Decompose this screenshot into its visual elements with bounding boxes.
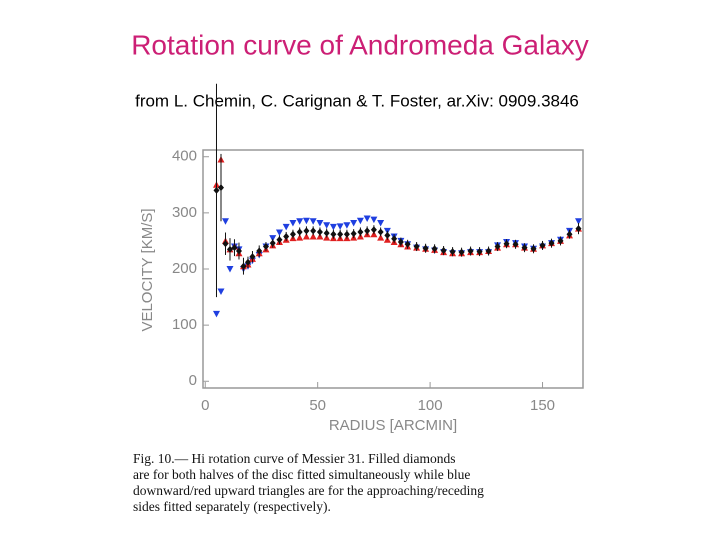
data-point: [283, 232, 290, 240]
data-point: [485, 247, 492, 255]
y-tick-label: 100: [172, 316, 197, 333]
data-point: [413, 243, 420, 251]
data-point: [431, 245, 438, 253]
data-point: [356, 217, 364, 225]
data-point: [249, 253, 256, 261]
y-tick-label: 400: [172, 148, 197, 165]
data-point: [296, 234, 304, 241]
data-point: [449, 248, 456, 256]
data-point: [323, 229, 330, 237]
data-point: [310, 227, 317, 235]
y-tick-label: 300: [172, 204, 197, 221]
figure-caption: downward/red upward triangles are for th…: [133, 483, 484, 498]
data-point: [323, 222, 331, 229]
data-point: [350, 219, 358, 227]
data-point: [343, 222, 351, 229]
data-point: [309, 232, 317, 240]
data-point: [296, 218, 304, 225]
slide-subtitle: from L. Chemin, C. Carignan & T. Foster,…: [135, 91, 579, 110]
data-point: [235, 247, 242, 255]
data-point: [217, 184, 224, 192]
data-point: [494, 243, 501, 251]
data-point: [458, 248, 465, 256]
data-point: [217, 288, 225, 295]
data-point: [467, 247, 474, 255]
y-axis-label: VELOCITY [KM/S]: [139, 208, 156, 331]
figure-caption: Fig. 10.— Hi rotation curve of Messier 3…: [133, 451, 455, 466]
data-point: [503, 240, 510, 248]
data-point: [512, 240, 519, 248]
data-point: [309, 218, 317, 225]
data-point: [231, 244, 238, 252]
data-point: [289, 219, 297, 227]
figure-caption: sides fitted separately (respectively).: [133, 499, 331, 514]
data-point: [397, 238, 404, 246]
data-point: [336, 223, 344, 230]
data-point: [226, 245, 233, 253]
data-point: [226, 266, 234, 273]
data-point: [330, 230, 337, 238]
data-point: [575, 218, 583, 225]
data-point: [377, 228, 384, 236]
data-point: [370, 216, 378, 224]
data-point: [329, 223, 337, 231]
data-point: [256, 247, 263, 255]
data-point: [539, 241, 546, 249]
plot-frame: [202, 149, 584, 389]
x-axis-label: RADIUS [ARCMIN]: [329, 417, 457, 434]
data-point: [575, 225, 582, 233]
y-tick-label: 200: [172, 260, 197, 277]
data-point: [316, 219, 324, 227]
data-point: [384, 231, 391, 239]
data-point: [213, 186, 220, 194]
data-point: [566, 230, 573, 238]
data-point: [363, 215, 371, 222]
data-point: [476, 248, 483, 256]
data-point: [221, 218, 229, 225]
data-point: [357, 228, 364, 236]
data-point: [262, 243, 269, 251]
data-point: [391, 235, 398, 243]
data-point: [302, 232, 310, 240]
data-point: [377, 219, 385, 227]
data-point: [548, 239, 555, 247]
data-point: [296, 228, 303, 236]
data-point: [350, 230, 357, 238]
slide-title: Rotation curve of Andromeda Galaxy: [131, 29, 589, 60]
figure-caption: are for both halves of the disc fitted s…: [133, 467, 470, 482]
data-point: [422, 244, 429, 252]
data-point: [404, 240, 411, 248]
data-point: [364, 227, 371, 235]
data-point: [530, 245, 537, 253]
data-point: [440, 246, 447, 254]
data-point: [269, 239, 276, 247]
x-tick-label: 50: [309, 397, 326, 414]
data-point: [370, 226, 377, 234]
y-tick-label: 0: [189, 372, 197, 389]
data-point: [557, 237, 564, 245]
data-point: [521, 244, 528, 252]
data-point: [303, 227, 310, 235]
data-point: [276, 236, 283, 244]
data-point: [275, 229, 283, 237]
data-point: [343, 230, 350, 238]
data-point: [244, 258, 251, 266]
data-point: [302, 217, 310, 225]
data-point: [377, 234, 385, 241]
data-point: [212, 310, 220, 318]
data-point: [282, 223, 290, 231]
data-point: [240, 262, 247, 270]
data-point: [269, 235, 277, 242]
x-tick-label: 150: [530, 397, 555, 414]
data-point: [337, 230, 344, 238]
data-point: [316, 228, 323, 236]
data-point: [222, 240, 229, 248]
x-tick-label: 100: [418, 397, 443, 414]
x-tick-label: 0: [201, 397, 209, 414]
data-point: [289, 230, 296, 238]
